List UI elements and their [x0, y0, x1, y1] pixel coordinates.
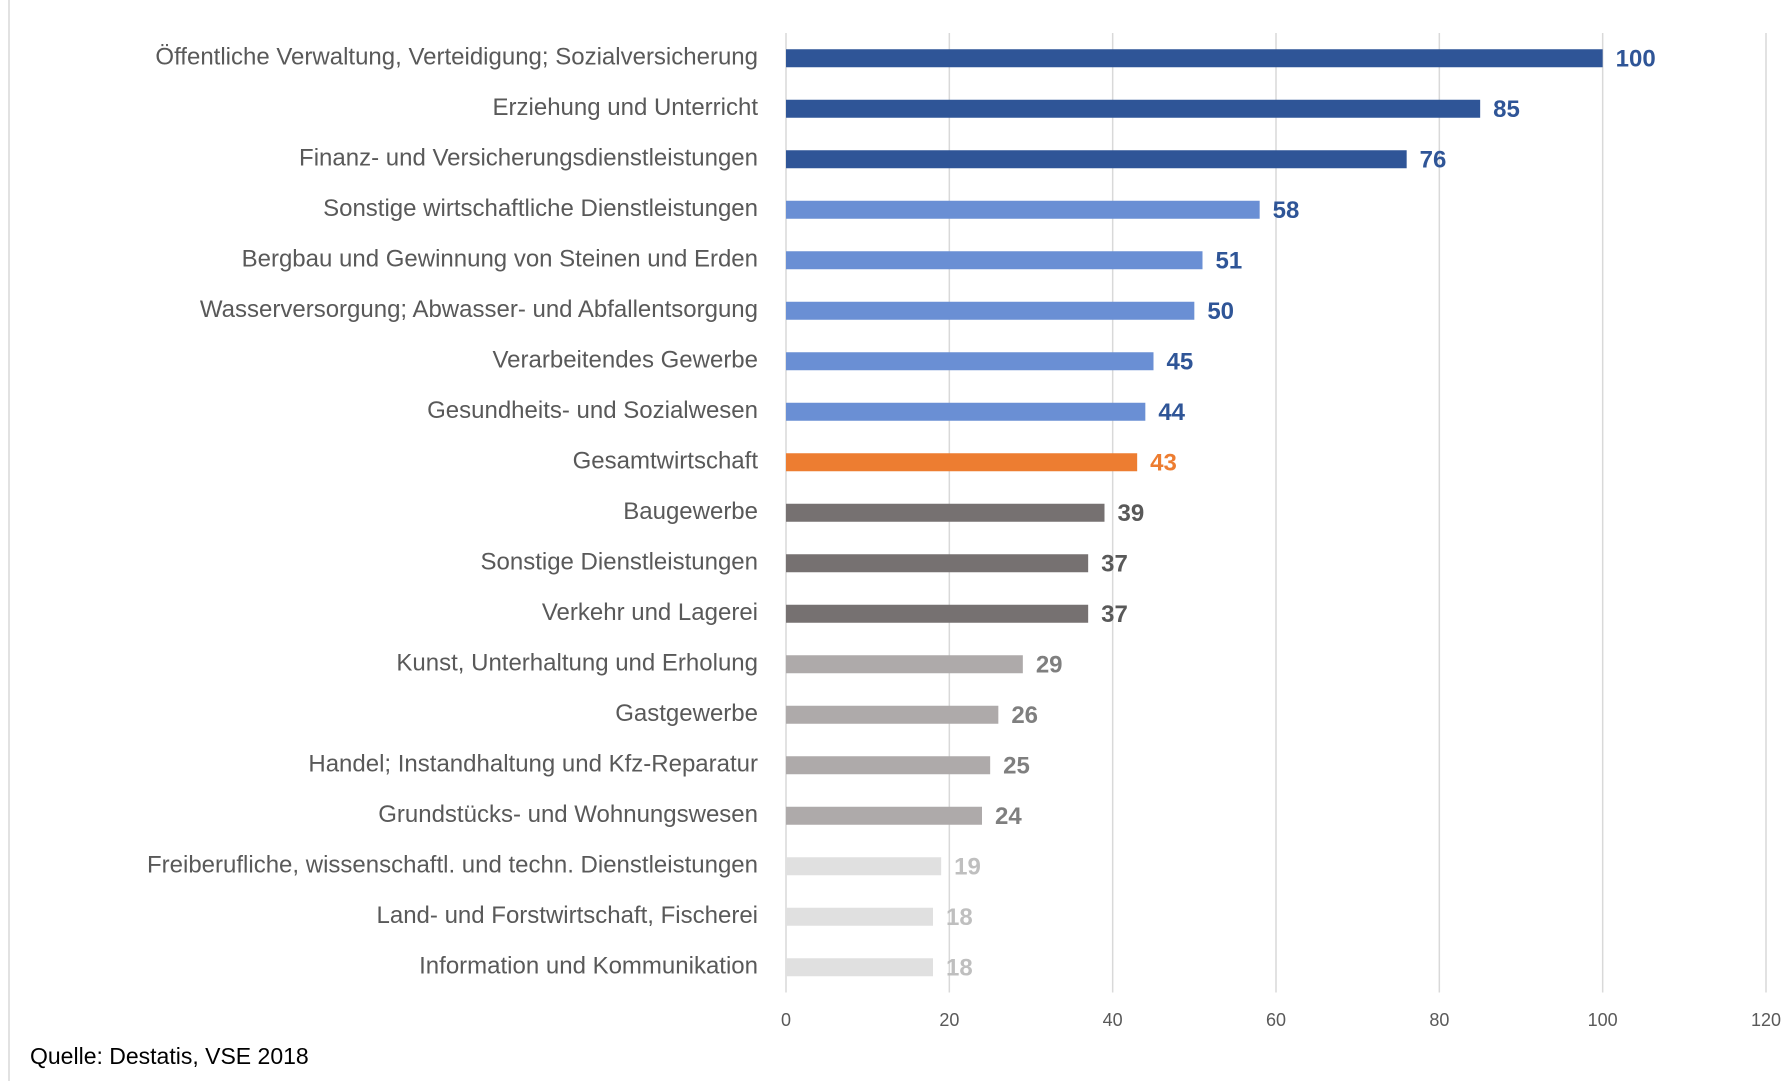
category-label: Land- und Forstwirtschaft, Fischerei	[377, 902, 758, 929]
category-label: Sonstige wirtschaftliche Dienstleistunge…	[323, 195, 758, 222]
bar	[786, 251, 1203, 270]
category-label: Erziehung und Unterricht	[493, 94, 759, 121]
bar	[786, 503, 1105, 522]
x-tick-label: 100	[1588, 1010, 1618, 1030]
value-label: 18	[946, 955, 973, 982]
x-tick-label: 80	[1429, 1010, 1449, 1030]
bar	[786, 150, 1407, 169]
value-label: 58	[1273, 197, 1300, 224]
category-label: Gastgewerbe	[615, 700, 758, 727]
value-label: 45	[1167, 349, 1194, 376]
value-label: 25	[1003, 753, 1030, 780]
category-label: Freiberufliche, wissenschaftl. und techn…	[147, 852, 758, 879]
category-label: Baugewerbe	[623, 498, 758, 525]
category-label: Öffentliche Verwaltung, Verteidigung; So…	[155, 44, 758, 71]
category-label: Gesamtwirtschaft	[573, 448, 759, 475]
bar	[786, 705, 999, 724]
value-label: 24	[995, 803, 1022, 830]
value-label: 85	[1493, 96, 1520, 123]
category-label: Verarbeitendes Gewerbe	[493, 347, 759, 374]
x-tick-label: 40	[1103, 1010, 1123, 1030]
source: Quelle: Destatis, VSE 2018	[30, 1043, 309, 1069]
bar	[786, 806, 982, 825]
bar	[786, 554, 1089, 573]
bar	[786, 99, 1481, 118]
value-label: 76	[1420, 147, 1447, 174]
bar	[786, 200, 1260, 219]
value-label: 37	[1101, 551, 1128, 578]
value-label: 26	[1011, 702, 1038, 729]
value-label: 29	[1036, 652, 1063, 679]
bar	[786, 301, 1195, 320]
bar	[786, 402, 1146, 421]
value-label: 43	[1150, 450, 1177, 477]
x-tick-label: 120	[1751, 1010, 1781, 1030]
value-label: 100	[1616, 46, 1656, 73]
category-label: Grundstücks- und Wohnungswesen	[378, 801, 758, 828]
x-tick-label: 20	[939, 1010, 959, 1030]
value-label: 39	[1118, 500, 1145, 527]
category-label: Wasserversorgung; Abwasser- und Abfallen…	[200, 296, 758, 323]
category-label: Bergbau und Gewinnung von Steinen und Er…	[242, 246, 758, 273]
bar	[786, 352, 1154, 371]
value-label: 44	[1158, 399, 1185, 426]
bar	[786, 604, 1089, 623]
category-label: Kunst, Unterhaltung und Erholung	[396, 650, 758, 677]
category-label: Information und Kommunikation	[419, 953, 758, 980]
x-tick-label: 60	[1266, 1010, 1286, 1030]
category-label: Finanz- und Versicherungsdienstleistunge…	[299, 145, 758, 172]
bar	[786, 756, 991, 775]
category-label: Handel; Instandhaltung und Kfz-Reparatur	[308, 751, 758, 778]
value-label: 51	[1216, 248, 1243, 275]
bar	[786, 857, 942, 876]
category-label: Verkehr und Lagerei	[542, 599, 758, 626]
value-label: 19	[954, 854, 981, 881]
category-label: Sonstige Dienstleistungen	[480, 549, 758, 576]
bar	[786, 958, 933, 977]
bar	[786, 907, 933, 926]
x-tick-label: 0	[781, 1010, 791, 1030]
value-label: 50	[1207, 298, 1234, 325]
bar	[786, 49, 1603, 68]
category-label: Gesundheits- und Sozialwesen	[427, 397, 758, 424]
value-label: 37	[1101, 601, 1128, 628]
bar	[786, 453, 1138, 472]
bar	[786, 655, 1023, 674]
value-label: 18	[946, 904, 973, 931]
